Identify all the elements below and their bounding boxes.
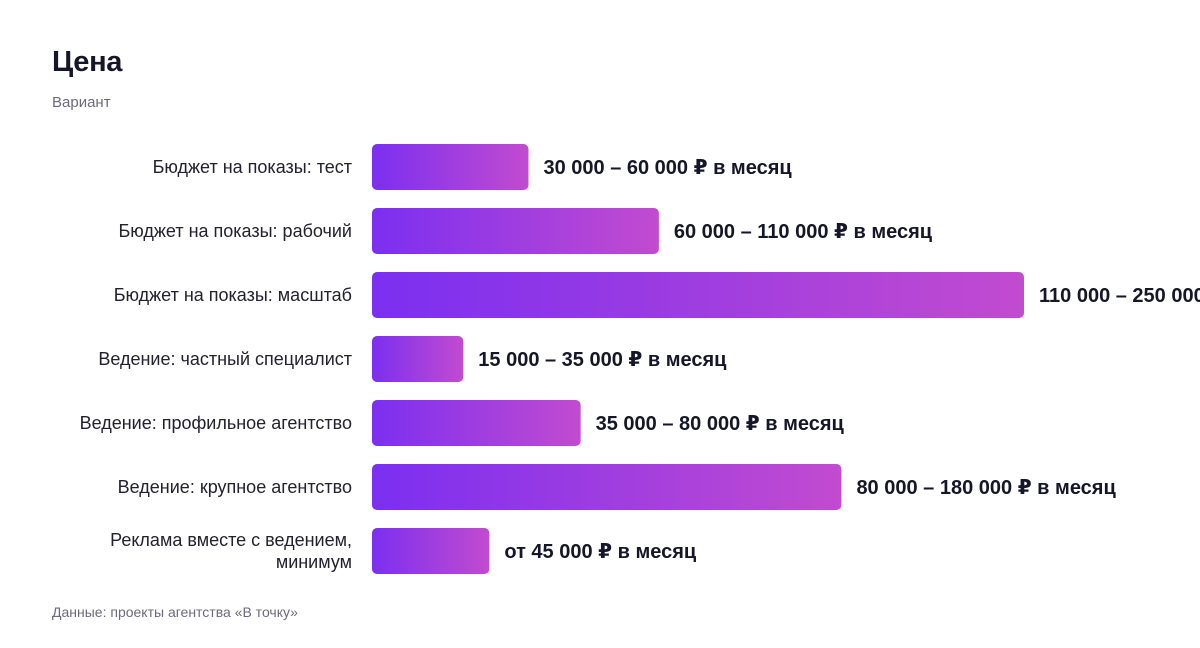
- category-label: Бюджет на показы: масштаб: [114, 285, 352, 305]
- bar: [372, 272, 1024, 318]
- category-label-line: минимум: [276, 552, 352, 572]
- bars-layer: Бюджет на показы: тест 30 000 – 60 000 ₽ …: [80, 144, 1200, 574]
- bar-value-label: 80 000 – 180 000 ₽ в месяц: [856, 477, 1116, 499]
- category-label: Бюджет на показы: рабочий: [118, 221, 352, 241]
- category-label-line: Реклама вместе с ведением,: [110, 530, 352, 550]
- category-label: Бюджет на показы: тест: [153, 157, 352, 177]
- category-label-line: Ведение: частный специалист: [98, 349, 352, 369]
- bar-value-label: от 45 000 ₽ в месяц: [504, 541, 697, 563]
- bar: [372, 528, 490, 574]
- category-label-line: Ведение: профильное агентство: [80, 413, 352, 433]
- category-label-line: Бюджет на показы: рабочий: [118, 221, 352, 241]
- category-label-line: Бюджет на показы: тест: [153, 157, 352, 177]
- bar: [372, 336, 464, 382]
- category-label: Ведение: крупное агентство: [118, 477, 352, 497]
- category-label-line: Ведение: крупное агентство: [118, 477, 352, 497]
- bar-value-label: 60 000 – 110 000 ₽ в месяц: [674, 221, 933, 243]
- category-label: Ведение: профильное агентство: [80, 413, 352, 433]
- bar: [372, 144, 529, 190]
- bar-value-label: 35 000 – 80 000 ₽ в месяц: [596, 413, 845, 435]
- chart-title: Цена: [52, 46, 123, 78]
- bar: [372, 400, 581, 446]
- category-label: Ведение: частный специалист: [98, 349, 352, 369]
- category-label-line: Бюджет на показы: масштаб: [114, 285, 352, 305]
- chart-footnote: Данные: проекты агентства «В точку»: [52, 604, 298, 620]
- category-label: Реклама вместе с ведением, минимум: [110, 530, 352, 572]
- bar-value-label: 30 000 – 60 000 ₽ в месяц: [543, 157, 792, 179]
- bar: [372, 464, 842, 510]
- bar-value-label: 15 000 – 35 000 ₽ в месяц: [478, 349, 727, 371]
- chart-subtitle: Вариант: [52, 94, 111, 111]
- bar-value-label: 110 000 – 250 000 ₽ в месяц: [1039, 285, 1200, 307]
- bar: [372, 208, 659, 254]
